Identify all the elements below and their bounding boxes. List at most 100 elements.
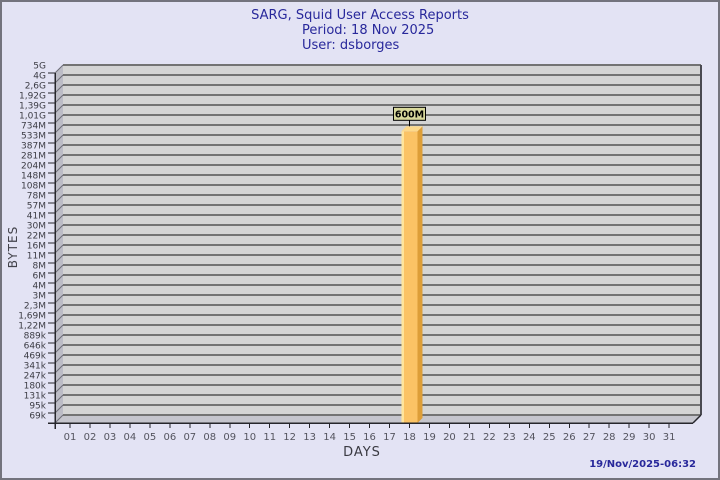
y-tick-label: 131k <box>24 392 47 402</box>
wall-diagonal <box>54 334 64 344</box>
x-tick-label: 23 <box>503 432 516 443</box>
y-tick-label: 11M <box>27 252 46 262</box>
wall-diagonal <box>54 74 64 84</box>
x-tick-label: 25 <box>543 432 556 443</box>
y-tick-label: 69k <box>29 412 46 422</box>
wall-diagonal <box>54 224 64 234</box>
bar-value-box <box>392 106 426 121</box>
wall-diagonal <box>54 294 64 304</box>
wall-diagonal <box>54 274 64 284</box>
bar-side-3d <box>417 126 423 424</box>
wall-diagonal <box>54 244 64 254</box>
x-tick-label: 17 <box>383 432 396 443</box>
x-tick-label: 03 <box>104 432 117 443</box>
y-tick-label: 889k <box>24 332 47 342</box>
x-tick-label: 27 <box>583 432 596 443</box>
x-tick-label: 02 <box>84 432 97 443</box>
wall-diagonal <box>54 184 64 194</box>
wall-diagonal <box>54 364 64 374</box>
wall-diagonal <box>54 124 64 134</box>
y-tick-label: 533M <box>21 132 46 142</box>
y-tick-label: 78M <box>27 192 46 202</box>
y-axis-title: BYTES <box>6 225 20 269</box>
y-tick-label: 4G <box>33 72 46 82</box>
y-tick-label: 180k <box>24 382 47 392</box>
wall-diagonal <box>54 394 64 404</box>
wall-diagonal <box>54 104 64 114</box>
y-tick-label: 469k <box>24 352 47 362</box>
x-tick-label: 16 <box>363 432 376 443</box>
wall-diagonal <box>54 64 64 74</box>
x-tick-label: 04 <box>124 432 137 443</box>
x-tick-label: 24 <box>523 432 536 443</box>
plot-area <box>63 65 701 415</box>
wall-diagonal <box>54 354 64 364</box>
y-tick-label: 281M <box>21 152 46 162</box>
y-tick-label: 22M <box>27 232 46 242</box>
x-tick-label: 18 <box>403 432 416 443</box>
wall-diagonal <box>54 304 64 314</box>
x-tick-label: 19 <box>423 432 436 443</box>
wall-diagonal <box>54 114 64 124</box>
wall-diagonal <box>54 214 64 224</box>
y-tick-label: 2,6G <box>25 82 46 92</box>
y-tick-label: 1,39G <box>19 102 46 112</box>
y-tick-label: 1,22M <box>18 322 46 332</box>
x-tick-label: 01 <box>64 432 77 443</box>
wall-diagonal <box>54 144 64 154</box>
wall-diagonal <box>54 324 64 334</box>
x-tick-label: 10 <box>243 432 256 443</box>
y-tick-label: 8M <box>33 262 47 272</box>
wall-diagonal <box>54 134 64 144</box>
bar-highlight <box>401 131 404 424</box>
wall-diagonal <box>54 204 64 214</box>
wall-diagonal <box>54 84 64 94</box>
x-tick-label: 07 <box>183 432 196 443</box>
bar-top-3d <box>401 126 423 132</box>
y-tick-label: 387M <box>21 142 46 152</box>
y-tick-label: 4M <box>33 282 47 292</box>
bar-day-18 <box>401 131 418 424</box>
wall-diagonal <box>54 314 64 324</box>
floor-3d <box>55 415 701 423</box>
report-title: SARG, Squid User Access Reports <box>251 8 469 23</box>
y-tick-label: 108M <box>21 182 46 192</box>
y-tick-label: 341k <box>24 362 47 372</box>
wall-diagonal <box>54 164 64 174</box>
x-tick-label: 31 <box>663 432 676 443</box>
x-tick-label: 21 <box>463 432 476 443</box>
wall-diagonal <box>54 264 64 274</box>
wall-diagonal <box>54 284 64 294</box>
y-tick-label: 1,92G <box>19 92 46 102</box>
wall-diagonal <box>54 174 64 184</box>
bar-value-label: 600M <box>395 109 424 120</box>
x-tick-label: 06 <box>163 432 176 443</box>
x-tick-label: 29 <box>623 432 636 443</box>
generated-timestamp: 19/Nov/2025-06:32 <box>589 459 696 470</box>
y-tick-label: 30M <box>27 222 46 232</box>
wall-diagonal <box>54 344 64 354</box>
x-tick-label: 08 <box>203 432 216 443</box>
report-period: Period: 18 Nov 2025 <box>302 23 435 38</box>
wall-diagonal <box>54 234 64 244</box>
y-tick-label: 57M <box>27 202 46 212</box>
wall-diagonal <box>54 374 64 384</box>
y-tick-label: 5G <box>33 62 46 72</box>
y-tick-label: 1,01G <box>19 112 46 122</box>
x-tick-label: 15 <box>343 432 356 443</box>
x-tick-label: 05 <box>144 432 157 443</box>
y-tick-label: 148M <box>21 172 46 182</box>
report-subtitle: Period: 18 Nov 2025 User: dsborges <box>302 23 434 53</box>
x-tick-label: 22 <box>483 432 496 443</box>
y-tick-label: 6M <box>33 272 47 282</box>
y-tick-label: 204M <box>21 162 46 172</box>
y-tick-label: 1,69M <box>18 312 46 322</box>
wall-diagonal <box>54 154 64 164</box>
x-axis-title: DAYS <box>343 445 381 460</box>
y-tick-label: 3M <box>33 292 47 302</box>
wall-diagonal <box>54 194 64 204</box>
y-tick-label: 646k <box>24 342 47 352</box>
x-axis-corner-3d <box>692 414 702 424</box>
